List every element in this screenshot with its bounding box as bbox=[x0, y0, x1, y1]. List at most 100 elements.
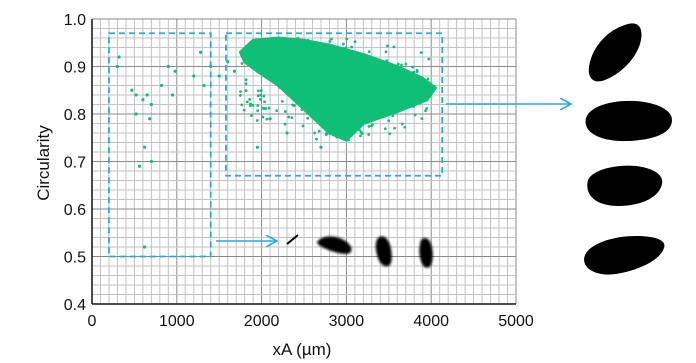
x-axis-title: xA (µm) bbox=[273, 340, 332, 359]
cluster-point bbox=[320, 117, 324, 121]
data-point bbox=[137, 164, 142, 168]
cluster-point bbox=[387, 119, 391, 123]
cluster-point bbox=[325, 116, 329, 120]
data-points bbox=[115, 50, 323, 249]
cluster-point bbox=[306, 75, 310, 79]
cluster-point bbox=[256, 109, 260, 113]
x-tick-label: 4000 bbox=[413, 313, 449, 330]
data-point bbox=[149, 102, 153, 107]
cluster-point bbox=[362, 99, 366, 103]
data-point bbox=[159, 83, 164, 88]
cluster-point bbox=[263, 100, 266, 104]
cluster-point bbox=[283, 54, 287, 58]
cluster-point bbox=[285, 48, 289, 52]
cluster-point bbox=[367, 50, 371, 54]
cluster-point bbox=[259, 93, 262, 97]
cluster-point bbox=[274, 72, 278, 76]
cluster-point bbox=[255, 119, 259, 122]
silhouette-small-1 bbox=[317, 236, 352, 254]
cluster-point bbox=[317, 129, 321, 133]
cluster-point bbox=[296, 36, 300, 40]
cluster-point bbox=[265, 117, 269, 121]
data-point bbox=[173, 69, 177, 73]
cluster-point bbox=[353, 92, 357, 95]
silhouette-large-1 bbox=[588, 23, 642, 82]
cluster-point bbox=[404, 62, 408, 66]
cluster-point bbox=[367, 124, 371, 128]
cluster-point bbox=[347, 138, 350, 142]
cluster-point bbox=[415, 68, 419, 72]
cluster-point bbox=[285, 41, 289, 45]
cluster-point bbox=[328, 40, 332, 43]
cluster-point bbox=[306, 38, 310, 42]
cluster-point bbox=[275, 109, 279, 113]
cluster-point bbox=[418, 76, 422, 80]
silhouette-large-2 bbox=[585, 100, 672, 142]
cluster-point bbox=[367, 133, 371, 136]
cluster-point bbox=[426, 77, 430, 81]
cluster-point bbox=[313, 58, 317, 62]
data-point bbox=[134, 112, 138, 116]
cluster-point bbox=[359, 130, 363, 134]
data-point bbox=[134, 93, 138, 97]
cluster-point bbox=[355, 99, 359, 103]
cluster-point bbox=[358, 128, 361, 132]
cluster-point bbox=[283, 81, 287, 85]
cluster-point bbox=[262, 94, 266, 98]
cluster-point bbox=[360, 115, 364, 118]
cluster-point bbox=[347, 55, 351, 59]
cluster-point bbox=[258, 97, 262, 101]
data-point bbox=[202, 83, 206, 88]
cluster-point bbox=[427, 57, 431, 61]
large-silhouettes bbox=[584, 23, 672, 275]
cluster-point bbox=[424, 109, 427, 113]
cluster-point bbox=[336, 67, 339, 71]
cluster-point bbox=[299, 55, 303, 59]
cluster-point bbox=[248, 98, 252, 101]
cluster-point bbox=[308, 63, 312, 67]
cluster-point bbox=[340, 116, 344, 119]
data-point bbox=[145, 93, 149, 97]
cluster-point bbox=[244, 82, 248, 85]
cluster-point bbox=[350, 118, 353, 122]
cluster-point bbox=[419, 51, 423, 54]
silhouette-small-2 bbox=[375, 236, 392, 267]
cluster-point bbox=[350, 79, 354, 83]
cluster-point bbox=[292, 79, 296, 83]
cluster-point bbox=[342, 97, 345, 100]
cluster-point bbox=[259, 89, 263, 93]
cluster-point bbox=[343, 111, 347, 115]
y-tick-label: 0.9 bbox=[64, 60, 86, 77]
cluster-point bbox=[256, 94, 260, 98]
cluster-point bbox=[341, 42, 345, 46]
cluster-point bbox=[408, 97, 411, 101]
cluster-point bbox=[287, 115, 291, 119]
cluster-point bbox=[239, 90, 242, 93]
cluster-point bbox=[301, 124, 305, 128]
axes bbox=[91, 19, 516, 305]
cluster-point bbox=[358, 96, 362, 99]
cluster-point bbox=[283, 75, 287, 79]
cluster-point bbox=[358, 100, 361, 104]
cluster-point bbox=[348, 110, 352, 114]
cluster-point bbox=[264, 67, 268, 70]
cluster-point bbox=[313, 131, 316, 135]
cluster-point bbox=[392, 45, 396, 49]
cluster-point bbox=[242, 108, 246, 112]
data-point bbox=[142, 245, 147, 249]
cluster-point bbox=[323, 71, 327, 74]
silhouette-thin bbox=[286, 234, 299, 245]
cluster-point bbox=[317, 87, 321, 91]
cluster-point bbox=[320, 83, 324, 87]
cluster-point bbox=[302, 103, 305, 107]
cluster-point bbox=[329, 114, 333, 118]
cluster-point bbox=[306, 116, 310, 120]
cluster-point bbox=[366, 100, 370, 103]
cluster-point bbox=[327, 83, 331, 87]
cluster-point bbox=[288, 91, 292, 95]
cluster-point bbox=[395, 98, 399, 101]
cluster-point bbox=[336, 116, 340, 120]
cluster-point bbox=[264, 107, 268, 110]
cluster-point bbox=[304, 106, 307, 109]
